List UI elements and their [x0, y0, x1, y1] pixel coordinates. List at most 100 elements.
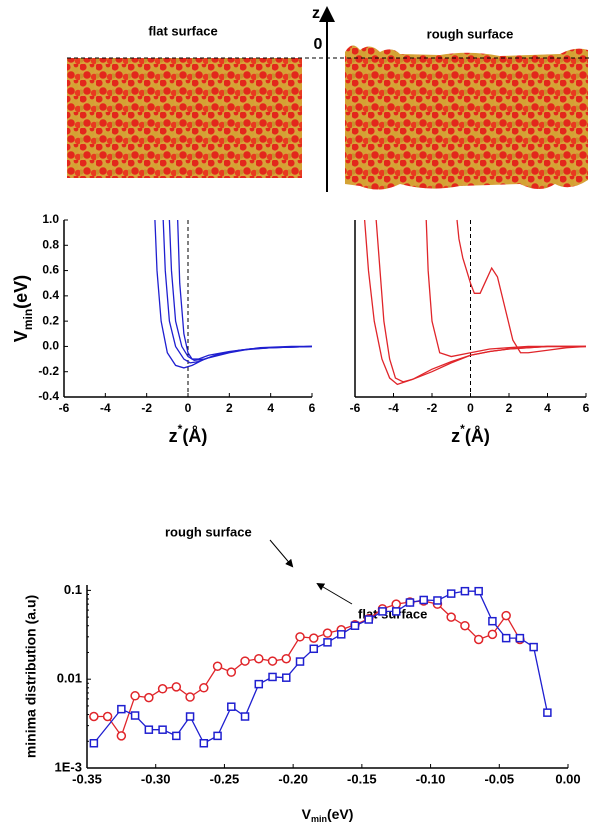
marker: [295, 657, 305, 666]
marker: [227, 702, 236, 711]
x-tick-label: 6: [309, 401, 316, 415]
marker: [240, 656, 250, 666]
x-tick-label: -0.30: [141, 771, 171, 786]
x-axis-label-part: z: [169, 426, 178, 446]
marker: [102, 711, 113, 722]
marker: [336, 630, 346, 639]
marker: [281, 653, 292, 664]
marker: [364, 615, 373, 624]
x-tick-label: 0: [467, 401, 474, 415]
x-axis-label-part: V: [302, 806, 312, 822]
x-axis-label-part: z: [451, 426, 460, 446]
flat-surface-image: [67, 58, 302, 178]
marker: [254, 679, 264, 689]
x-tick-label: -0.20: [278, 771, 308, 786]
x-axis-label-part: (Å): [465, 426, 490, 446]
series-line: [425, 219, 586, 358]
marker: [268, 672, 277, 682]
marker: [350, 621, 360, 630]
y-tick-label: 1E-3: [55, 759, 82, 774]
panel-label: flat surface: [148, 23, 217, 38]
x-tick-label: 2: [506, 401, 513, 415]
panel-label: rough surface: [427, 26, 514, 41]
x-tick-label: 4: [544, 401, 551, 415]
series-line: [456, 219, 587, 354]
y-axis-label-part: V: [11, 330, 31, 342]
marker: [501, 610, 511, 621]
series-line: [363, 219, 586, 386]
marker: [488, 616, 497, 626]
y-tick-label: 0.4: [42, 288, 59, 302]
marker: [529, 642, 538, 652]
y-axis-label: minima distribution (a.u): [23, 595, 39, 758]
x-axis-label-part: *: [178, 422, 183, 436]
marker: [309, 633, 319, 643]
annotation: rough surface: [165, 524, 252, 539]
marker: [144, 692, 154, 703]
marker: [172, 731, 181, 741]
x-axis-label: z*(Å): [169, 422, 208, 446]
x-axis-label-part: min: [311, 814, 327, 824]
marker: [391, 599, 401, 609]
annotation-arrow: [316, 582, 353, 605]
marker: [473, 634, 484, 645]
marker: [144, 725, 154, 734]
marker: [433, 596, 442, 605]
x-axis-label-part: (Å): [182, 426, 207, 446]
marker: [199, 738, 209, 748]
marker: [474, 586, 483, 596]
y-tick-label: 0.2: [42, 313, 59, 327]
marker: [240, 712, 250, 721]
x-tick-label: -0.25: [210, 771, 240, 786]
x-tick-label: -0.10: [416, 771, 446, 786]
marker: [460, 620, 470, 631]
y-axis-label-part: min: [21, 309, 35, 330]
marker: [515, 633, 525, 643]
marker: [543, 708, 552, 717]
x-tick-label: -6: [59, 401, 70, 415]
x-tick-label: -2: [141, 401, 152, 415]
y-tick-label: -0.2: [38, 364, 59, 378]
marker: [405, 598, 415, 607]
y-axis-label-part: (eV): [11, 275, 31, 309]
y-tick-label: 0.01: [57, 671, 82, 686]
marker: [419, 595, 428, 605]
y-tick-label: 0.1: [64, 582, 82, 597]
marker: [157, 684, 168, 694]
series-line: [168, 219, 313, 362]
rough-surface-image: [345, 45, 588, 190]
x-tick-label: 2: [226, 401, 233, 415]
marker: [378, 607, 387, 616]
series-line: [93, 590, 549, 745]
y-tick-label: -0.4: [38, 389, 59, 403]
marker: [185, 712, 195, 721]
y-tick-label: 1.0: [42, 212, 59, 226]
y-tick-label: 0.6: [42, 263, 59, 277]
zero-label: 0: [314, 36, 323, 53]
x-tick-label: -0.35: [72, 771, 102, 786]
marker: [254, 653, 264, 664]
x-tick-label: -6: [350, 401, 361, 415]
x-axis-label-part: (eV): [327, 806, 353, 822]
marker: [89, 738, 99, 748]
marker: [130, 711, 140, 720]
marker: [130, 691, 140, 701]
marker: [267, 656, 278, 666]
marker: [446, 589, 456, 598]
x-tick-label: -0.05: [484, 771, 514, 786]
marker: [116, 731, 127, 741]
marker: [501, 633, 511, 643]
marker: [199, 683, 209, 693]
marker: [212, 661, 223, 671]
marker: [282, 673, 291, 682]
x-tick-label: 0: [185, 401, 192, 415]
z-axis-label: z: [312, 5, 320, 22]
x-axis-label: z*(Å): [451, 422, 490, 446]
marker: [487, 629, 498, 640]
x-tick-label: -0.15: [347, 771, 377, 786]
marker: [391, 607, 401, 616]
marker: [323, 638, 332, 647]
marker: [322, 628, 333, 638]
